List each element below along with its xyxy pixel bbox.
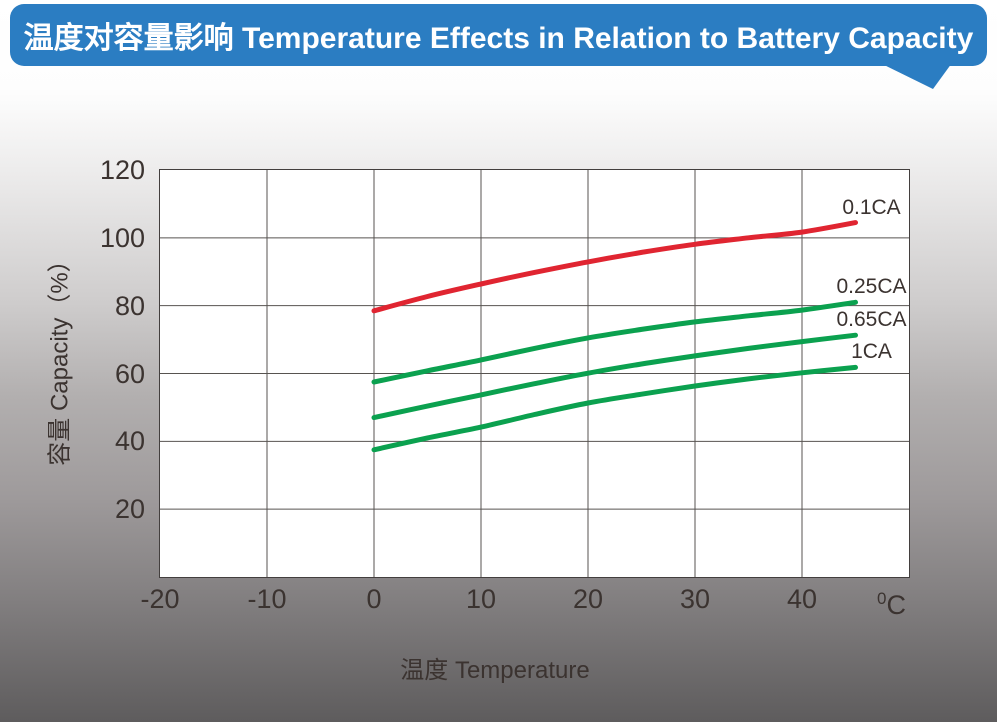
series-line-0.65CA — [371, 332, 858, 420]
chart-canvas — [159, 169, 909, 577]
x-tick-label-10: 10 — [465, 584, 497, 614]
series-line-0.25CA — [371, 299, 858, 384]
plot-area — [158, 168, 910, 578]
y-tick-label-100: 100 — [99, 222, 145, 253]
y-tick-label-60: 60 — [114, 358, 145, 389]
x-tick-label-20: 20 — [572, 584, 604, 614]
y-tick-label-40: 40 — [114, 426, 145, 457]
unit-base: C — [886, 590, 906, 620]
series-line-0.1CA — [371, 219, 858, 313]
series-label-0.25CA: 0.25CA — [836, 275, 907, 299]
x-tick-label--20: -20 — [140, 584, 180, 614]
series-line-1CA — [371, 364, 858, 452]
header-banner: 温度对容量影响 Temperature Effects in Relation … — [10, 4, 987, 66]
x-tick-label-30: 30 — [679, 584, 711, 614]
x-axis-unit-label: 0C — [877, 583, 906, 621]
x-tick-label-40: 40 — [786, 584, 818, 614]
x-axis-title: 温度 Temperature — [400, 657, 590, 684]
page-title: 温度对容量影响 Temperature Effects in Relation … — [23, 22, 974, 55]
y-tick-label-80: 80 — [114, 290, 145, 321]
unit-superscript: 0 — [877, 589, 887, 608]
y-tick-label-120: 120 — [99, 155, 145, 185]
y-axis-title: 容量 Capacity（%） — [46, 248, 74, 466]
series-label-1CA: 1CA — [851, 340, 892, 364]
series-label-0.1CA: 0.1CA — [842, 195, 901, 219]
series-label-0.65CA: 0.65CA — [836, 308, 907, 332]
x-tick-label-0: 0 — [366, 584, 382, 614]
y-tick-label-20: 20 — [114, 494, 145, 525]
x-tick-label--10: -10 — [247, 584, 287, 614]
